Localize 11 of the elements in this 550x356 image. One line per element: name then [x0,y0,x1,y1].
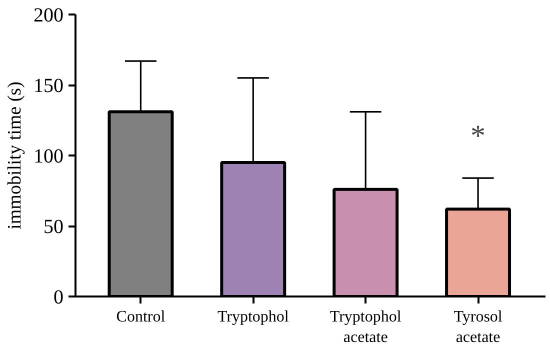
x-tick-label: Tryptophol acetate [330,308,402,346]
y-tick-label: 50 [44,216,64,238]
x-tick-label: Tryptophol [217,308,290,326]
y-axis-title: immobility time (s) [4,82,26,230]
y-tick-label: 100 [34,146,64,168]
x-tick-label: Control [116,308,166,326]
y-tick-label: 200 [34,4,64,26]
annotation: * [470,120,486,153]
y-tick-label: 150 [34,75,64,97]
y-tick-label: 0 [54,286,64,308]
x-tick-label: Tyrosol acetate [454,308,503,346]
